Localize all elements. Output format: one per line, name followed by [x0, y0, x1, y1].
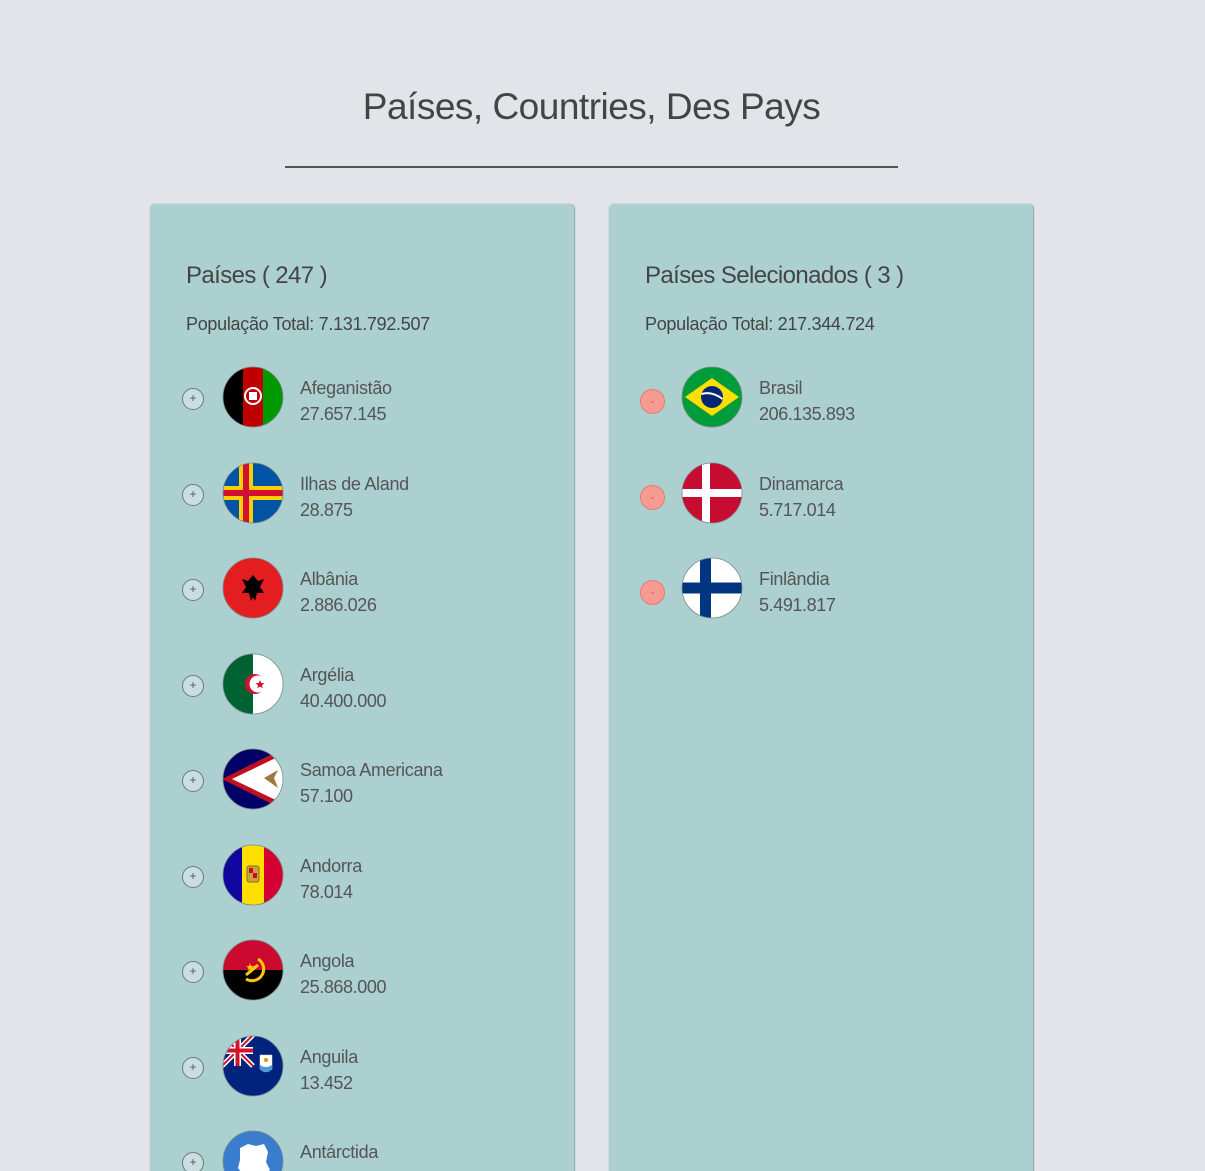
- list-item: + Albânia 2.886.026: [180, 557, 560, 653]
- country-population: 57.100: [300, 786, 353, 806]
- remove-country-button[interactable]: -: [640, 580, 665, 605]
- selected-countries-heading: Países Selecionados ( 3 ): [645, 262, 904, 289]
- list-item: + Samoa Americana 57.100: [180, 748, 560, 844]
- afghanistan-flag-icon: [222, 366, 284, 428]
- add-country-button[interactable]: +: [182, 1056, 204, 1079]
- anguilla-flag-icon: [222, 1035, 284, 1097]
- country-population: 78.014: [300, 881, 353, 902]
- list-item: + Ilhas de Aland: [180, 462, 560, 558]
- add-country-button[interactable]: +: [182, 961, 204, 983]
- selected-countries-list: - Brasil 206.135.893: [639, 366, 1019, 653]
- country-population: 2.886.026: [300, 595, 377, 615]
- countries-list: + Afeganistão 27.: [180, 366, 560, 1171]
- country-population: 28.875: [300, 499, 353, 520]
- country-population: 25.868.000: [300, 977, 387, 997]
- angola-flag-icon: [222, 939, 284, 1001]
- finland-flag-icon: [681, 557, 743, 619]
- andorra-flag-icon: [222, 844, 284, 906]
- brazil-flag-icon: [681, 366, 743, 428]
- antarctica-flag-icon: [222, 1130, 284, 1171]
- list-item: + Antárctida: [180, 1130, 560, 1171]
- title-divider: [285, 166, 898, 168]
- countries-total-population: População Total: 7.131.792.507: [186, 314, 430, 334]
- country-name: Anguila: [300, 1046, 358, 1067]
- add-country-button[interactable]: +: [182, 483, 204, 506]
- list-item: - Brasil 206.135.893: [639, 366, 1019, 462]
- american-samoa-flag-icon: [222, 748, 284, 810]
- country-population: 206.135.893: [759, 404, 855, 424]
- add-country-button[interactable]: +: [182, 1152, 204, 1171]
- list-item: + Angola 25.868.0: [180, 939, 560, 1035]
- countries-heading: Países ( 247 ): [186, 262, 328, 289]
- country-population: 27.657.145: [300, 404, 387, 424]
- list-item: + Andorra: [180, 844, 560, 940]
- list-item: + Argélia 40.400.: [180, 653, 560, 749]
- country-name: Finlândia: [759, 569, 830, 589]
- list-item: +: [180, 1035, 560, 1131]
- country-name: Brasil: [759, 378, 803, 398]
- country-population: 40.400.000: [300, 690, 387, 711]
- add-country-button[interactable]: +: [182, 388, 204, 410]
- aland-islands-flag-icon: [222, 462, 284, 524]
- country-population: 5.491.817: [759, 595, 836, 615]
- country-name: Argélia: [300, 664, 354, 685]
- add-country-button[interactable]: +: [182, 579, 204, 601]
- countries-panel: Países ( 247 ) População Total: 7.131.79…: [150, 204, 575, 1171]
- denmark-flag-icon: [681, 462, 743, 524]
- page-title: Países, Countries, Des Pays: [362, 86, 821, 127]
- add-country-button[interactable]: +: [182, 865, 204, 888]
- algeria-flag-icon: [222, 653, 284, 715]
- country-population: 13.452: [300, 1072, 353, 1093]
- list-item: - Finlândia 5.491.817: [639, 557, 1019, 653]
- country-name: Antárctida: [300, 1142, 379, 1162]
- selected-countries-panel: Países Selecionados ( 3 ) População Tota…: [609, 204, 1034, 1171]
- albania-flag-icon: [222, 557, 284, 619]
- country-name: Afeganistão: [300, 378, 392, 398]
- country-name: Albânia: [300, 569, 358, 589]
- country-name: Samoa Americana: [300, 760, 443, 780]
- country-name: Ilhas de Aland: [300, 473, 409, 494]
- list-item: - Dinamarca 5.717.014: [639, 462, 1019, 558]
- country-name: Angola: [300, 951, 355, 971]
- country-population: 5.717.014: [759, 499, 836, 520]
- country-name: Dinamarca: [759, 473, 844, 494]
- list-item: + Afeganistão 27.: [180, 366, 560, 462]
- selected-total-population: População Total: 217.344.724: [645, 314, 875, 334]
- add-country-button[interactable]: +: [182, 770, 204, 792]
- country-name: Andorra: [300, 855, 362, 876]
- remove-country-button[interactable]: -: [640, 484, 665, 510]
- add-country-button[interactable]: +: [182, 674, 204, 697]
- remove-country-button[interactable]: -: [640, 389, 665, 414]
